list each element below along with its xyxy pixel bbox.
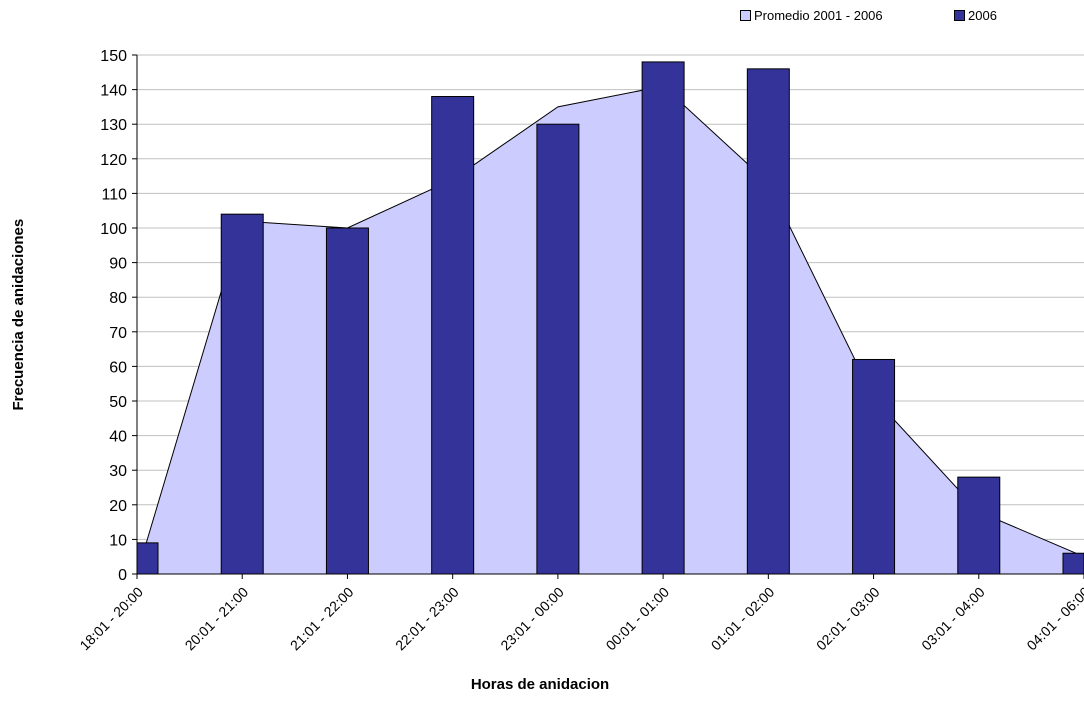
- axes: [132, 54, 1084, 579]
- y-tick-label: 40: [109, 429, 127, 446]
- y-tick-label: 10: [109, 532, 127, 549]
- x-tick-label: 03:01 - 04:00: [918, 584, 988, 654]
- legend-label-2006: 2006: [968, 8, 997, 23]
- legend-item-promedio: Promedio 2001 - 2006: [740, 8, 883, 23]
- bar-2006: [536, 123, 580, 575]
- y-tick-label: 150: [100, 48, 127, 65]
- x-tick-label: 22:01 - 23:00: [392, 584, 462, 654]
- x-tick-label: 01:01 - 02:00: [708, 584, 778, 654]
- x-tick-label: 21:01 - 22:00: [287, 584, 357, 654]
- y-tick-label: 20: [109, 498, 127, 515]
- y-tick-label: 120: [100, 152, 127, 169]
- y-tick-label: 60: [109, 359, 127, 376]
- x-tick-labels: 18:01 - 20:00 20:01 - 21:00 21:01 - 22:00 2…: [76, 584, 1084, 654]
- x-tick-label: 04:01 - 06:00: [1023, 584, 1084, 654]
- x-tick-label: 20:01 - 21:00: [182, 584, 252, 654]
- bar-2006: [641, 61, 685, 575]
- bar-2006: [746, 68, 790, 575]
- y-tick-label: 110: [101, 186, 127, 203]
- x-tick-label: 23:01 - 00:00: [497, 584, 567, 654]
- x-tick-label: 02:01 - 03:00: [813, 584, 883, 654]
- bar-2006: [957, 476, 1001, 575]
- bar-2006: [431, 96, 475, 575]
- legend-item-2006: 2006: [954, 8, 997, 23]
- y-tick-label: 70: [109, 325, 127, 342]
- bar-series-2006: [136, 61, 1084, 575]
- area-fill-promedio: [137, 86, 1084, 574]
- bar-2006: [852, 358, 896, 575]
- legend-swatch-2006: [954, 10, 965, 21]
- y-tick-label: 80: [109, 290, 127, 307]
- x-tick-label: 18:01 - 20:00: [76, 584, 146, 654]
- y-tick-label: 30: [109, 463, 127, 480]
- y-tick-label: 50: [109, 394, 127, 411]
- y-axis-title: Frecuencia de anidaciones: [10, 218, 27, 411]
- y-tick-label: 130: [100, 117, 127, 134]
- x-tick-label: 00:01 - 01:00: [603, 584, 673, 654]
- legend-label-promedio: Promedio 2001 - 2006: [754, 8, 883, 23]
- area-line-promedio: [136, 85, 1084, 575]
- y-tick-labels: 0 10 20 30 40 50 60 70 80 90 100 110 120 130 140 150: [100, 48, 127, 584]
- bar-2006: [325, 227, 369, 575]
- bar-2006: [136, 542, 159, 575]
- legend-swatch-promedio: [740, 10, 751, 21]
- y-tick-label: 140: [100, 83, 127, 100]
- y-tick-label: 100: [100, 221, 127, 238]
- y-tick-label: 90: [109, 256, 127, 273]
- x-axis-title: Horas de anidacion: [470, 676, 610, 693]
- bar-2006: [1062, 552, 1084, 575]
- area-series-promedio: [136, 85, 1084, 575]
- y-tick-label: 0: [118, 567, 127, 584]
- bar-2006: [220, 213, 264, 575]
